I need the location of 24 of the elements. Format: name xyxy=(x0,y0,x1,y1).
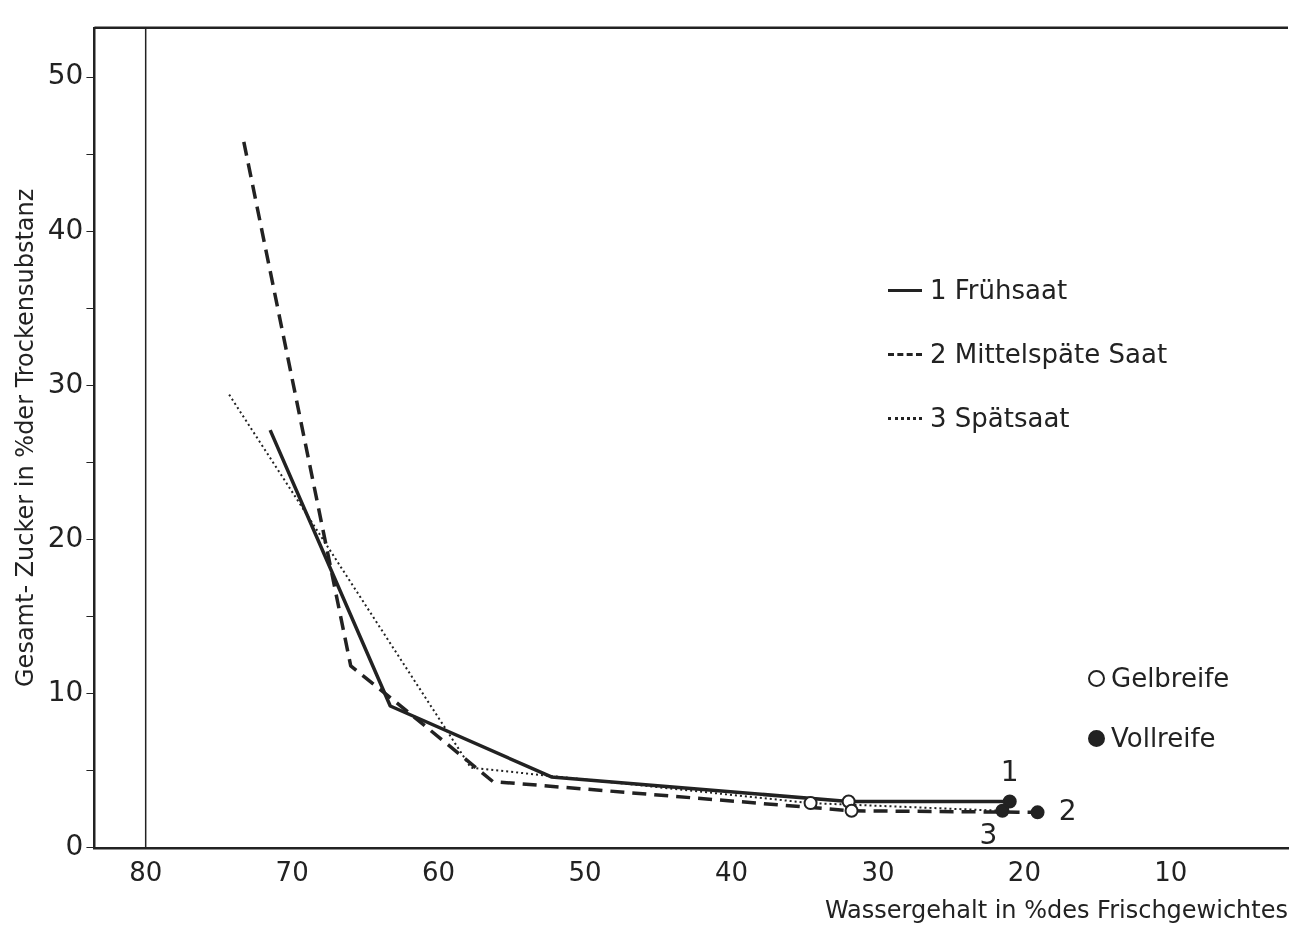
y-tick-label: 10 xyxy=(47,674,84,708)
annotation: 1 xyxy=(1000,754,1019,788)
x-tick-label: 80 xyxy=(129,857,163,888)
legend-label: Gelbreife xyxy=(1111,662,1230,695)
x-tick-label: 60 xyxy=(422,857,456,888)
x-tick-label: 20 xyxy=(1007,857,1041,888)
y-tick-label: 50 xyxy=(47,58,84,92)
legend-label: 1 Frühsaat xyxy=(930,274,1068,307)
legend-label: 3 Spätsaat xyxy=(930,402,1070,435)
legend-label: 2 Mittelspäte Saat xyxy=(930,338,1168,371)
y-tick-label: 30 xyxy=(47,366,84,400)
annotation: 2 xyxy=(1058,793,1077,827)
y-tick-label: 20 xyxy=(47,520,84,554)
x-tick-label: 50 xyxy=(568,857,602,888)
x-tick-label: 70 xyxy=(275,857,309,888)
x-tick-label: 30 xyxy=(861,857,895,888)
legend-label: Vollreife xyxy=(1111,722,1216,755)
y-tick-label: 40 xyxy=(47,212,84,246)
annotation: 3 xyxy=(979,818,998,852)
x-axis-title: Wassergehalt in %des Frischgewichtes xyxy=(824,896,1288,924)
y-axis-title: Gesamt- Zucker in %der Trockensubstanz xyxy=(10,188,39,687)
x-tick-label: 10 xyxy=(1154,857,1188,888)
x-tick-label: 40 xyxy=(714,857,749,888)
y-tick-label: 0 xyxy=(65,829,84,863)
